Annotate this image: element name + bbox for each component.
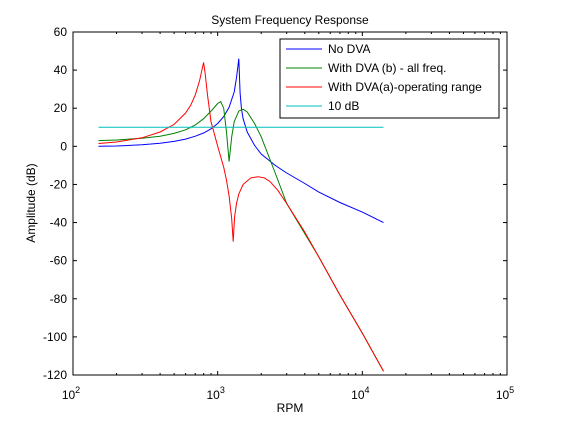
legend-label-1: With DVA (b) - all freq. [328,61,446,75]
legend: No DVA With DVA (b) - all freq. With DVA(a… [280,39,499,118]
y-tick-label-6: -60 [50,254,68,268]
y-tick-label-5: -40 [50,216,68,230]
y-tick-label-4: -20 [50,177,68,191]
y-axis-label: Amplitude (dB) [24,163,38,242]
x-tick-label-2: 104 [351,385,369,402]
x-axis-label: RPM [277,401,304,415]
y-tick-label-3: 0 [60,139,67,153]
y-tick-label-8: -100 [43,330,67,344]
legend-label-2: With DVA(a)-operating range [328,80,482,94]
y-tick-label-7: -80 [50,292,68,306]
y-tick-label-1: 40 [54,63,68,77]
y-tick-label-0: 60 [54,25,68,39]
legend-label-0: No DVA [328,42,370,56]
x-tick-label-0: 102 [62,385,80,402]
y-tick-label-2: 20 [54,101,68,115]
legend-label-3: 10 dB [328,99,359,113]
y-tick-label-9: -120 [43,368,67,382]
x-tick-label-3: 105 [496,385,514,402]
chart-title: System Frequency Response [211,13,369,27]
x-tick-label-1: 103 [206,385,224,402]
